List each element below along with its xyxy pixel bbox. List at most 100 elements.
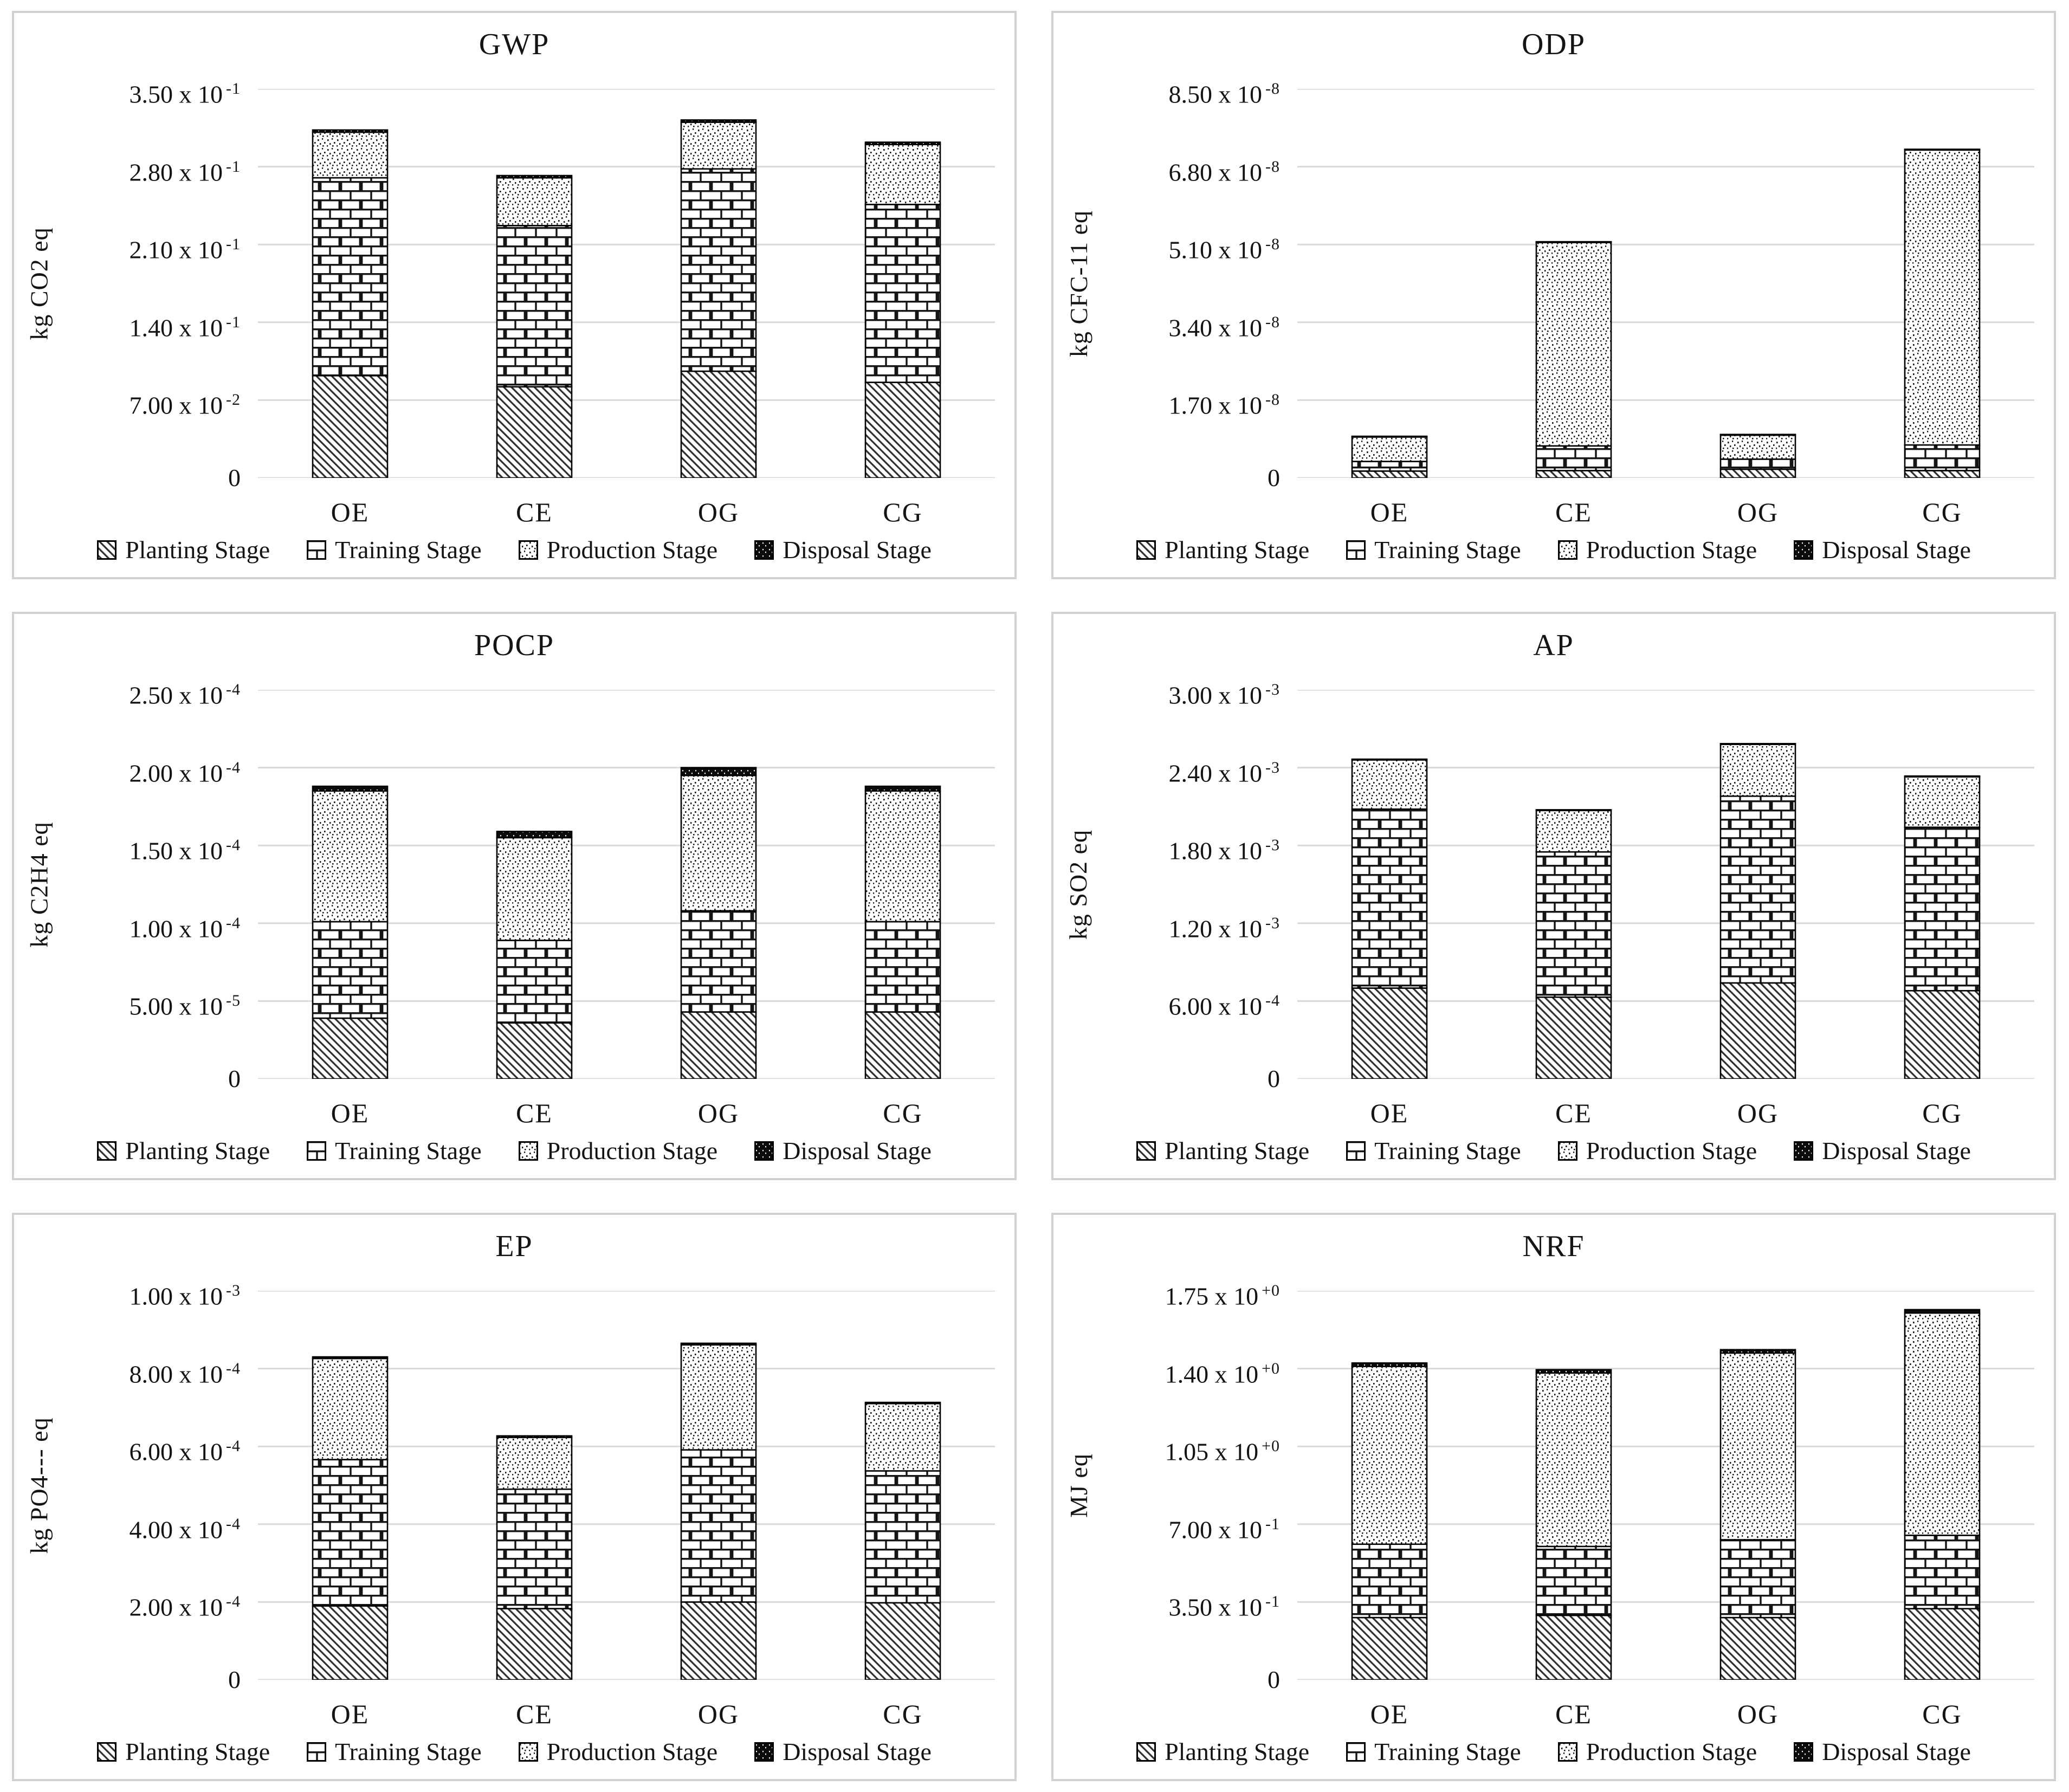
bar-segment-planting-stage: [496, 1022, 573, 1079]
bar-segment-production-stage: [312, 131, 389, 179]
bar-segment-production-stage: [680, 121, 757, 170]
bar-segment-production-stage: [312, 790, 389, 923]
legend: Planting Stage Training Stage Production S…: [14, 1136, 1014, 1165]
y-axis-tick-label: 6.00 x 10 -4: [129, 1437, 241, 1466]
legend-item-production-stage: Production Stage: [518, 535, 717, 564]
legend-item-label: Training Stage: [335, 1738, 482, 1765]
bar-segment-training-stage: [680, 910, 757, 1013]
bar-segment-training-stage: [1351, 808, 1428, 989]
chart-canvas: [1297, 690, 2034, 1079]
legend-item-label: Planting Stage: [1165, 536, 1310, 564]
legend-item-label: Planting Stage: [1165, 1137, 1310, 1165]
bar-segment-production-stage: [864, 790, 941, 923]
y-axis-tick-label: 2.00 x 10 -4: [129, 1593, 241, 1621]
bar-oe: [312, 129, 389, 478]
bar-segment-disposal-stage: [1351, 435, 1428, 438]
solid-black-swatch-icon: [1794, 1742, 1814, 1762]
bar-segment-planting-stage: [312, 1017, 389, 1079]
bar-segment-training-stage: [1719, 795, 1796, 984]
bar-segment-planting-stage: [1351, 1616, 1428, 1680]
solid-black-swatch-icon: [1794, 1141, 1814, 1161]
speckle-swatch-icon: [1557, 1742, 1577, 1762]
chart-title: NRF: [1522, 1230, 1585, 1263]
bar-segment-disposal-stage: [1719, 743, 1796, 746]
x-axis-categories: OE CE OG CG: [258, 1097, 995, 1130]
bar-ce: [1535, 809, 1612, 1079]
bar-segment-training-stage: [312, 1459, 389, 1607]
legend-item-disposal-stage: Disposal Stage: [1794, 535, 1971, 564]
bar-segment-disposal-stage: [1351, 758, 1428, 761]
legend: Planting Stage Training Stage Production S…: [1053, 535, 2054, 564]
y-axis-tick-label: 2.00 x 10 -4: [129, 758, 241, 787]
x-axis-category-label: OE: [331, 1699, 370, 1729]
diagonal-hatch-swatch-icon: [97, 1141, 117, 1161]
bar-segment-production-stage: [1535, 810, 1612, 853]
bar-segment-production-stage: [496, 177, 573, 227]
legend-item-label: Training Stage: [1374, 1738, 1521, 1765]
legend: Planting Stage Training Stage Production S…: [14, 1737, 1014, 1766]
bar-segment-disposal-stage: [312, 785, 389, 792]
x-axis-category-label: OG: [1737, 1699, 1779, 1729]
bar-segment-planting-stage: [1904, 470, 1981, 478]
diagonal-hatch-swatch-icon: [97, 1742, 117, 1762]
bar-segment-disposal-stage: [312, 1356, 389, 1360]
bar-og: [680, 1342, 757, 1680]
chart-canvas: [258, 690, 995, 1079]
bar-segment-training-stage: [680, 168, 757, 372]
legend-item-label: Disposal Stage: [783, 1137, 932, 1165]
y-axis-tick-label: 3.00 x 10 -3: [1168, 681, 1280, 709]
legend: Planting Stage Training Stage Production S…: [14, 535, 1014, 564]
bar-segment-planting-stage: [1535, 1614, 1612, 1680]
y-axis-tick-label: 3.40 x 10 -8: [1168, 313, 1280, 342]
legend-item-label: Planting Stage: [125, 1137, 270, 1165]
bar-segment-disposal-stage: [864, 785, 941, 792]
y-axis-tick-label: 8.00 x 10 -4: [129, 1359, 241, 1388]
bar-segment-disposal-stage: [1535, 1369, 1612, 1374]
y-axis-tick-label: 1.50 x 10 -4: [129, 836, 241, 865]
bar-cg: [1904, 148, 1981, 478]
x-axis-categories: OE CE OG CG: [1297, 496, 2034, 529]
speckle-swatch-icon: [518, 540, 538, 560]
bar-segment-disposal-stage: [680, 119, 757, 123]
legend-item-label: Training Stage: [1374, 536, 1521, 564]
legend-item-label: Disposal Stage: [1822, 1738, 1971, 1765]
y-axis-tick-label: 6.00 x 10 -4: [1168, 992, 1280, 1020]
bar-segment-training-stage: [1719, 458, 1796, 470]
chart-title: AP: [1533, 629, 1574, 662]
y-axis-ticks: 1.00 x 10 -3 8.00 x 10 -4 6.00 x 10 -4 4.00 x …: [14, 1282, 241, 1693]
solid-black-swatch-icon: [754, 1141, 774, 1161]
x-axis-category-label: CE: [1555, 1699, 1592, 1729]
x-axis-category-label: OE: [1370, 1699, 1409, 1729]
x-axis-category-label: CG: [1922, 1699, 1962, 1729]
legend-item-production-stage: Production Stage: [518, 1136, 717, 1165]
legend-item-disposal-stage: Disposal Stage: [1794, 1737, 1971, 1766]
y-axis-tick-label: 2.50 x 10 -4: [129, 681, 241, 709]
x-axis-categories: OE CE OG CG: [258, 1698, 995, 1731]
plot-area: [1297, 89, 2034, 478]
y-axis-tick-label: 1.20 x 10 -3: [1168, 914, 1280, 943]
bar-oe: [1351, 1362, 1428, 1680]
bar-ce: [1535, 241, 1612, 478]
y-axis-tick-label: 1.40 x 10 +0: [1165, 1359, 1280, 1388]
y-axis-tick-label: 1.70 x 10 -8: [1168, 391, 1280, 419]
legend-item-label: Training Stage: [335, 1137, 482, 1165]
bar-ce: [496, 831, 573, 1079]
legend-item-disposal-stage: Disposal Stage: [1794, 1136, 1971, 1165]
legend-item-disposal-stage: Disposal Stage: [754, 1737, 932, 1766]
solid-black-swatch-icon: [754, 1742, 774, 1762]
x-axis-category-label: OE: [331, 1098, 370, 1128]
legend-item-label: Production Stage: [1586, 1137, 1757, 1165]
bar-segment-production-stage: [496, 837, 573, 941]
chart-panel-odp: ODP kg CFC-11 eq 8.50 x 10 -8 6.80 x 10 -8 5…: [1051, 11, 2056, 579]
bar-ce: [496, 174, 573, 478]
bar-segment-production-stage: [1351, 436, 1428, 462]
bar-segment-training-stage: [864, 921, 941, 1013]
x-axis-categories: OE CE OG CG: [1297, 1698, 2034, 1731]
y-axis-ticks: 3.00 x 10 -3 2.40 x 10 -3 1.80 x 10 -3 1.20 x …: [1053, 681, 1281, 1092]
bar-segment-training-stage: [1535, 445, 1612, 471]
x-axis-category-label: OE: [331, 497, 370, 527]
legend-item-planting-stage: Planting Stage: [97, 1136, 270, 1165]
bar-segment-training-stage: [312, 177, 389, 377]
bar-cg: [864, 785, 941, 1079]
bar-segment-production-stage: [1719, 434, 1796, 460]
